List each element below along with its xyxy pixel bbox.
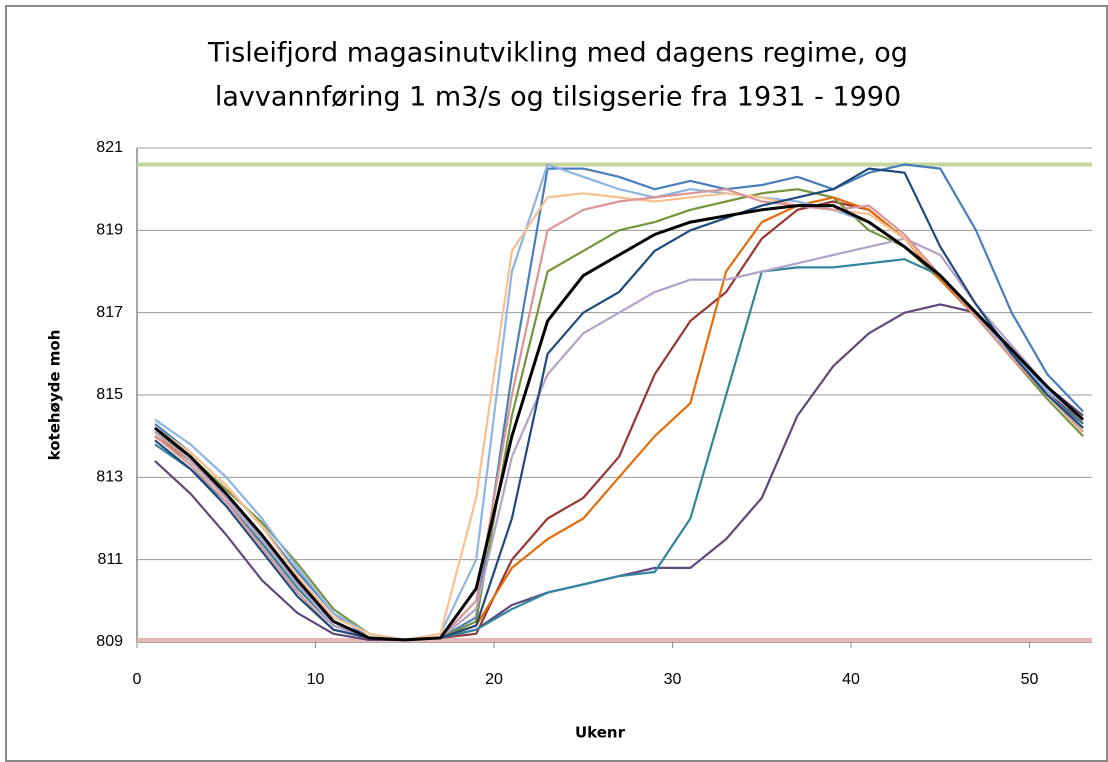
x-tick-label: 30 [664,671,682,688]
y-tick-label: 809 [96,633,123,650]
y-tick-label: 819 [96,222,123,239]
series-line [154,167,1084,641]
series-line [153,204,1085,642]
series-line [154,258,1084,641]
chart-title: lavvannføring 1 m3/s og tilsigserie fra … [215,82,901,113]
x-tick-label: 40 [842,671,860,688]
y-tick-label: 811 [97,551,123,568]
y-tick-label: 817 [96,304,123,321]
y-tick-label: 815 [96,386,123,403]
x-tick-label: 50 [1021,671,1039,688]
y-tick-label: 821 [96,139,123,156]
x-tick-label: 0 [133,671,142,688]
x-axis-label: Ukenr [575,724,626,742]
y-tick-label: 813 [96,469,123,486]
series-line [154,188,1084,641]
series-line [154,237,1084,641]
chart-title: Tisleifjord magasinutvikling med dagens … [207,38,908,69]
series-line [154,188,1084,641]
x-tick-label: 20 [485,671,503,688]
chart-border [5,5,1108,762]
x-tick-label: 10 [307,671,325,688]
y-axis-label: kotehøyde moh [46,330,64,461]
series-line [154,163,1084,641]
